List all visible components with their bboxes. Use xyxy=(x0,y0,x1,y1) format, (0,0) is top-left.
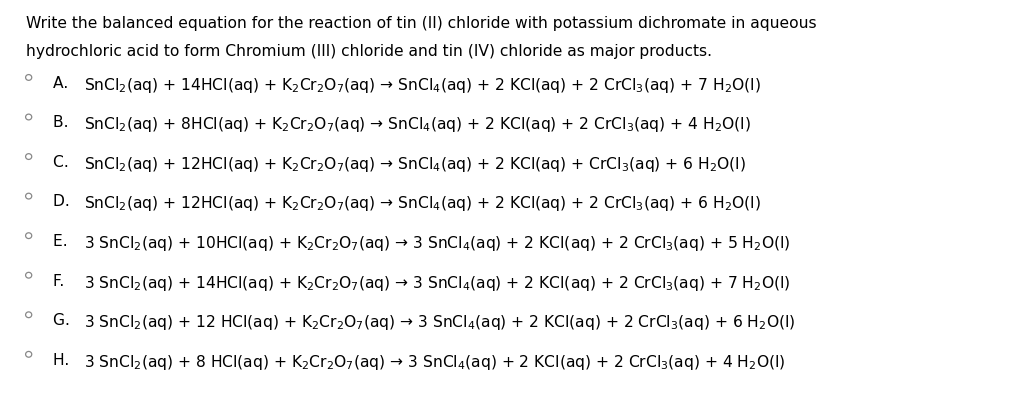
Text: C.: C. xyxy=(53,155,74,170)
Text: D.: D. xyxy=(53,194,75,209)
Text: 3 SnCl$_2$(aq) + 10HCl(aq) + K$_2$Cr$_2$O$_7$(aq) → 3 SnCl$_4$(aq) + 2 KCl(aq) +: 3 SnCl$_2$(aq) + 10HCl(aq) + K$_2$Cr$_2$… xyxy=(84,234,791,253)
Text: SnCl$_2$(aq) + 14HCl(aq) + K$_2$Cr$_2$O$_7$(aq) → SnCl$_4$(aq) + 2 KCl(aq) + 2 C: SnCl$_2$(aq) + 14HCl(aq) + K$_2$Cr$_2$O$… xyxy=(84,76,761,95)
Text: 3 SnCl$_2$(aq) + 8 HCl(aq) + K$_2$Cr$_2$O$_7$(aq) → 3 SnCl$_4$(aq) + 2 KCl(aq) +: 3 SnCl$_2$(aq) + 8 HCl(aq) + K$_2$Cr$_2$… xyxy=(84,353,785,372)
Text: F.: F. xyxy=(53,274,70,288)
Text: 3 SnCl$_2$(aq) + 14HCl(aq) + K$_2$Cr$_2$O$_7$(aq) → 3 SnCl$_4$(aq) + 2 KCl(aq) +: 3 SnCl$_2$(aq) + 14HCl(aq) + K$_2$Cr$_2$… xyxy=(84,274,791,293)
Text: SnCl$_2$(aq) + 12HCl(aq) + K$_2$Cr$_2$O$_7$(aq) → SnCl$_4$(aq) + 2 KCl(aq) + CrC: SnCl$_2$(aq) + 12HCl(aq) + K$_2$Cr$_2$O$… xyxy=(84,155,745,174)
Text: Write the balanced equation for the reaction of tin (II) chloride with potassium: Write the balanced equation for the reac… xyxy=(26,16,816,31)
Text: E.: E. xyxy=(53,234,73,249)
Text: hydrochloric acid to form Chromium (III) chloride and tin (IV) chloride as major: hydrochloric acid to form Chromium (III)… xyxy=(26,44,712,59)
Text: SnCl$_2$(aq) + 8HCl(aq) + K$_2$Cr$_2$O$_7$(aq) → SnCl$_4$(aq) + 2 KCl(aq) + 2 Cr: SnCl$_2$(aq) + 8HCl(aq) + K$_2$Cr$_2$O$_… xyxy=(84,115,751,134)
Text: B.: B. xyxy=(53,115,74,130)
Text: 3 SnCl$_2$(aq) + 12 HCl(aq) + K$_2$Cr$_2$O$_7$(aq) → 3 SnCl$_4$(aq) + 2 KCl(aq) : 3 SnCl$_2$(aq) + 12 HCl(aq) + K$_2$Cr$_2… xyxy=(84,313,796,332)
Text: H.: H. xyxy=(53,353,75,368)
Text: G.: G. xyxy=(53,313,75,328)
Text: A.: A. xyxy=(53,76,74,91)
Text: SnCl$_2$(aq) + 12HCl(aq) + K$_2$Cr$_2$O$_7$(aq) → SnCl$_4$(aq) + 2 KCl(aq) + 2 C: SnCl$_2$(aq) + 12HCl(aq) + K$_2$Cr$_2$O$… xyxy=(84,194,761,213)
